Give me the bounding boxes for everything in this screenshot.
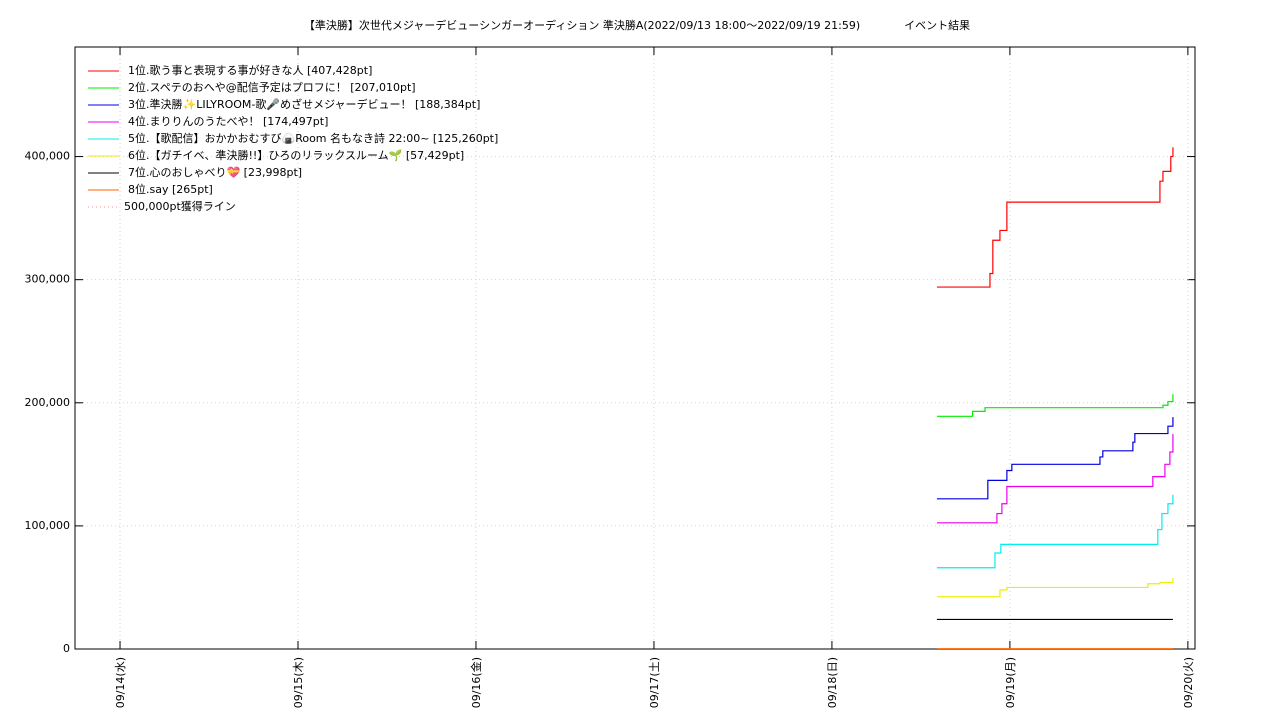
y-tick-label: 100,000 (25, 519, 71, 532)
x-tick-label: 09/20(火) (1182, 657, 1195, 708)
series-line (936, 394, 1174, 417)
x-tick-label: 09/19(月) (1004, 657, 1017, 708)
plot-frame (74, 46, 1196, 650)
x-tick-label: 09/16(金) (469, 657, 483, 708)
legend-label: 7位.心のおしゃべり💝 [23,998pt] (128, 165, 302, 179)
series-line (936, 147, 1174, 288)
legend-label: 6位.【ガチイベ、準決勝!!】ひろのリラックスルーム🌱 [57,429pt] (128, 148, 464, 162)
legend-label: 5位.【歌配信】おかかおむすび🍙Room 名もなき詩 22:00~ [125,2… (128, 131, 498, 145)
chart-title: 【準決勝】次世代メジャーデビューシンガーオーディション 準決勝A(2022/09… (304, 18, 970, 32)
x-tick-label: 09/15(木) (292, 657, 305, 708)
series-line (936, 417, 1174, 500)
y-tick-label: 400,000 (25, 150, 71, 163)
x-tick-label: 09/14(水) (114, 657, 127, 708)
legend-label: 1位.歌う事と表現する事が好きな人 [407,428pt] (128, 63, 372, 77)
legend-label: 3位.準決勝✨LILYROOM-歌🎤めざせメジャーデビュー！ [188,384p… (128, 97, 480, 111)
legend-label: 500,000pt獲得ライン (124, 200, 236, 213)
legend-label: 4位.まりりんのうたべや！ [174,497pt] (128, 114, 328, 128)
series-line (936, 434, 1174, 524)
legend-label: 8位.say [265pt] (128, 182, 213, 196)
series-line (936, 494, 1174, 569)
x-tick-label: 09/17(土) (648, 657, 661, 708)
series-line (936, 578, 1174, 598)
legend-label: 2位.スペテのおへや@配信予定はプロフに！ [207,010pt] (128, 80, 416, 94)
y-tick-label: 300,000 (25, 273, 71, 286)
y-tick-label: 200,000 (25, 396, 71, 409)
x-tick-label: 09/18(日) (826, 657, 839, 708)
y-tick-label: 0 (63, 642, 70, 655)
